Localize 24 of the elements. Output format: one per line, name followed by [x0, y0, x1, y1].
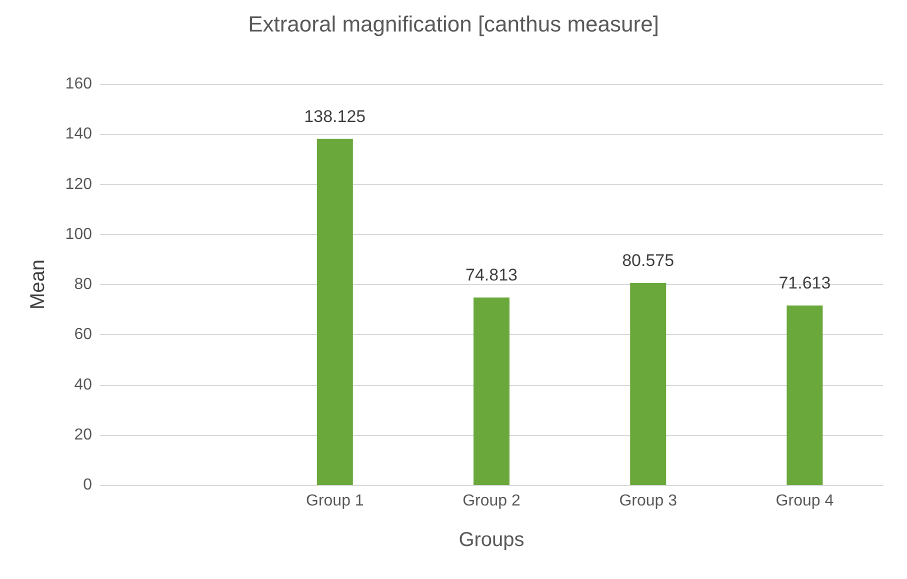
y-axis-title: Mean — [27, 259, 49, 310]
y-tick-label: 100 — [65, 226, 92, 243]
bar — [474, 298, 510, 485]
data-label: 138.125 — [304, 106, 366, 126]
chart-title: Extraoral magnification [canthus measure] — [248, 12, 659, 36]
x-axis-title: Groups — [458, 529, 524, 551]
bar — [786, 306, 823, 485]
y-tick-label: 80 — [74, 276, 92, 293]
bar — [316, 138, 353, 485]
y-tick-label: 20 — [74, 426, 92, 444]
data-label: 71.613 — [778, 274, 831, 293]
x-tick-label: Group 3 — [619, 492, 678, 510]
x-tick-label: Group 2 — [462, 492, 521, 510]
y-tick-label: 0 — [83, 476, 92, 494]
x-tick-label: Group 1 — [306, 492, 364, 510]
y-tick-label: 60 — [74, 326, 92, 344]
bar — [630, 283, 666, 485]
y-tick-label: 120 — [65, 176, 92, 193]
y-tick-label: 140 — [65, 126, 92, 143]
data-label: 74.813 — [466, 266, 518, 284]
x-tick-label: Group 4 — [776, 492, 834, 510]
y-tick-label: 160 — [65, 76, 92, 92]
y-tick-label: 40 — [74, 376, 92, 394]
data-label: 80.575 — [622, 251, 674, 270]
